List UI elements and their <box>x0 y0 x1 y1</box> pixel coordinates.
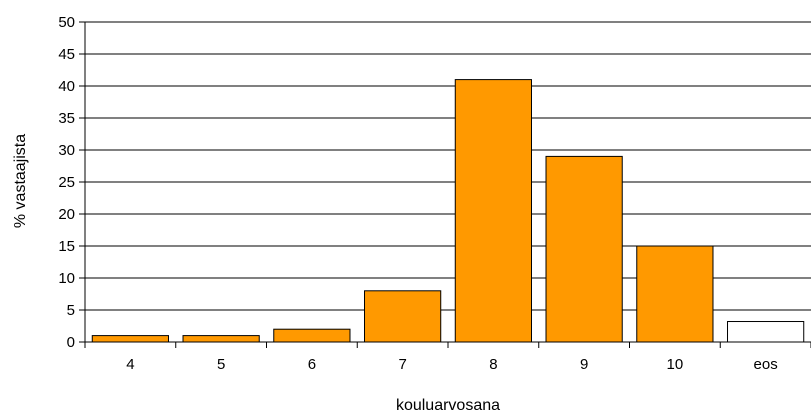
y-tick-label: 25 <box>58 174 75 191</box>
x-tick-label: 8 <box>489 356 497 373</box>
gridlines <box>85 21 811 311</box>
bar-4 <box>91 335 169 343</box>
x-tick-labels: 4 5 6 7 8 9 10 eos <box>84 342 811 373</box>
bar-10 <box>636 245 714 343</box>
bar-7 <box>364 290 442 343</box>
x-tick-label: 6 <box>308 356 316 373</box>
y-tick-label: 30 <box>58 142 75 159</box>
bar-eos <box>727 321 805 343</box>
y-tick-label: 0 <box>67 334 75 351</box>
x-tick-label: 9 <box>580 356 588 373</box>
y-axis-title: % vastaajista <box>12 134 29 228</box>
y-tick-label: 45 <box>58 46 75 63</box>
bar-6 <box>273 328 351 343</box>
bar-5 <box>182 335 260 343</box>
y-tick-label: 35 <box>58 110 75 127</box>
x-tick-label: 10 <box>667 356 684 373</box>
y-tick-label: 40 <box>58 78 75 95</box>
y-tick-label: 20 <box>58 206 75 223</box>
y-tick-label: 5 <box>67 302 75 319</box>
bars <box>91 79 805 343</box>
x-tick-label: 4 <box>126 356 134 373</box>
bar-9 <box>545 155 623 343</box>
y-tick-label: 15 <box>58 238 75 255</box>
x-axis-title: kouluarvosana <box>396 397 500 414</box>
x-tick-label: 7 <box>398 356 406 373</box>
x-tick-label: eos <box>754 356 778 373</box>
x-tick-label: 5 <box>217 356 225 373</box>
y-tick-labels: 0 5 10 15 20 25 30 35 40 45 50 <box>58 14 85 351</box>
bar-8 <box>454 79 532 343</box>
y-tick-label: 50 <box>58 14 75 31</box>
y-tick-label: 10 <box>58 270 75 287</box>
